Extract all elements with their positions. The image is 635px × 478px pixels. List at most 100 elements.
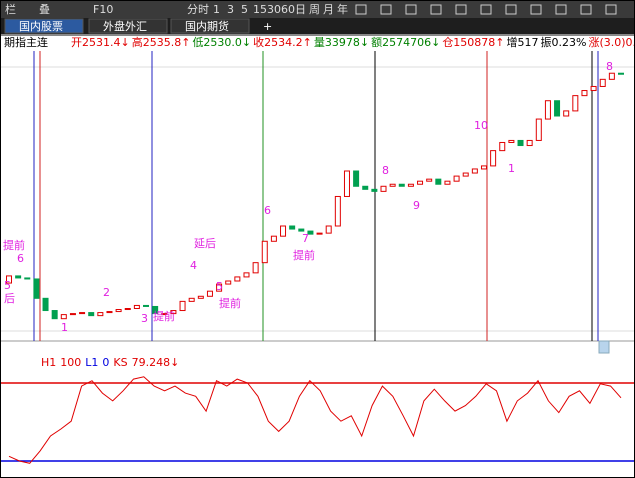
annotation: 5 (4, 279, 11, 292)
toolbar-icon[interactable] (355, 4, 367, 15)
symbol: 期指主连 (4, 35, 48, 49)
candle-body (389, 183, 396, 187)
candle-body (353, 170, 360, 187)
candle-body (544, 100, 551, 120)
candle-body (380, 185, 387, 192)
toolbar-button[interactable]: 月 (323, 3, 334, 16)
toolbar (1, 1, 634, 18)
candle-body (88, 312, 95, 317)
candle-body (15, 275, 22, 279)
tab-label[interactable]: 外盘外汇 (103, 19, 147, 33)
quote-item: 涨(3.0)0.12%↑ (588, 36, 634, 49)
toolbar-button[interactable]: 1 (213, 3, 220, 16)
candle-body (261, 240, 268, 264)
annotation: 8 (606, 60, 613, 73)
candle-body (106, 311, 113, 314)
event-lines (33, 51, 599, 341)
toolbar-icon[interactable] (380, 4, 392, 15)
toolbar-button[interactable]: 分时 (187, 3, 209, 16)
candle-body (362, 185, 369, 190)
candle-body (526, 139, 533, 147)
candle-body (152, 305, 159, 315)
quote-item: 收2534.2↑ (253, 35, 312, 49)
candle-body (407, 183, 414, 187)
annotation: 1 (61, 321, 68, 334)
toolbar-icon[interactable] (480, 4, 492, 15)
annotation: 4 (190, 259, 197, 272)
candle-body (435, 178, 442, 185)
candle-body (307, 230, 314, 235)
candle-body (143, 304, 150, 307)
scroll-box[interactable] (598, 340, 610, 354)
tab[interactable] (4, 18, 84, 34)
tab-label[interactable]: 国内股票 (19, 19, 63, 33)
annotation: 8 (382, 164, 389, 177)
candle-body (243, 272, 250, 278)
toolbar-button[interactable]: F10 (93, 3, 113, 16)
candle-body (289, 225, 296, 230)
tab[interactable] (88, 18, 168, 34)
toolbar-button[interactable]: 日 (295, 3, 306, 16)
candle-body (535, 118, 542, 141)
toolbar-icon[interactable] (530, 4, 542, 15)
toolbar-button[interactable]: 15 (253, 3, 267, 16)
candle-body (581, 90, 588, 97)
quote-item: 量33978↓ (314, 36, 369, 49)
candle-body (97, 312, 104, 317)
candle-body (170, 310, 177, 315)
quote-item: 开2531.4↓ (71, 36, 130, 49)
toolbar-icon[interactable] (580, 4, 592, 15)
candle-body (334, 195, 341, 227)
candle-body (417, 180, 424, 185)
toolbar-button[interactable]: 年 (337, 2, 348, 16)
candle-body (270, 235, 277, 242)
candle-body (499, 141, 506, 152)
quote-item: 增517 (507, 35, 539, 49)
candle-body (572, 95, 579, 112)
candle-body (42, 297, 49, 312)
indicator-line (8, 376, 622, 464)
candle-body (24, 277, 31, 280)
candle-body (343, 170, 350, 197)
toolbar-button[interactable]: 栏 (5, 2, 16, 16)
toolbar-button[interactable]: 30 (267, 3, 281, 16)
annotation: 1 (508, 162, 515, 175)
toolbar-icon[interactable] (455, 4, 467, 15)
indicator-label: KS (113, 356, 127, 369)
candle-body (517, 139, 524, 147)
toolbar-icon[interactable] (555, 4, 567, 15)
toolbar-icon[interactable] (605, 4, 617, 15)
candle-body (453, 175, 460, 182)
quote-item: 仓150878↑ (442, 35, 504, 49)
tab-label[interactable]: + (263, 20, 272, 33)
toolbar-button[interactable]: 叠 (39, 3, 50, 16)
annotation: 提前 (3, 238, 25, 252)
toolbar-button[interactable]: 周 (309, 3, 320, 16)
quote-item: 振0.23% (541, 35, 587, 49)
candle-body (115, 309, 122, 313)
candle-body (490, 150, 497, 167)
tab-label[interactable]: 国内期货 (185, 19, 229, 33)
annotation: 5 (216, 280, 223, 293)
tab[interactable] (170, 18, 250, 34)
toolbar-button[interactable]: 5 (241, 3, 248, 16)
toolbar-icon[interactable] (505, 4, 517, 15)
toolbar-button[interactable]: 3 (227, 3, 234, 16)
candle-body (225, 280, 232, 285)
candle-body (234, 276, 241, 282)
candle-body (554, 100, 561, 117)
candle-body (161, 313, 168, 316)
candle-body (480, 165, 487, 170)
indicator-label: L1 (85, 356, 98, 369)
toolbar-icon[interactable] (405, 4, 417, 15)
toolbar-icon[interactable] (430, 4, 442, 15)
annotation: 延后 (194, 237, 216, 250)
annotation: 7 (302, 232, 309, 245)
candle-body (608, 72, 615, 80)
annotation: 2 (103, 286, 110, 299)
candle-body (426, 178, 433, 182)
toolbar-button[interactable]: 60 (281, 3, 295, 16)
separator (1, 34, 634, 36)
candle-body (188, 297, 195, 302)
